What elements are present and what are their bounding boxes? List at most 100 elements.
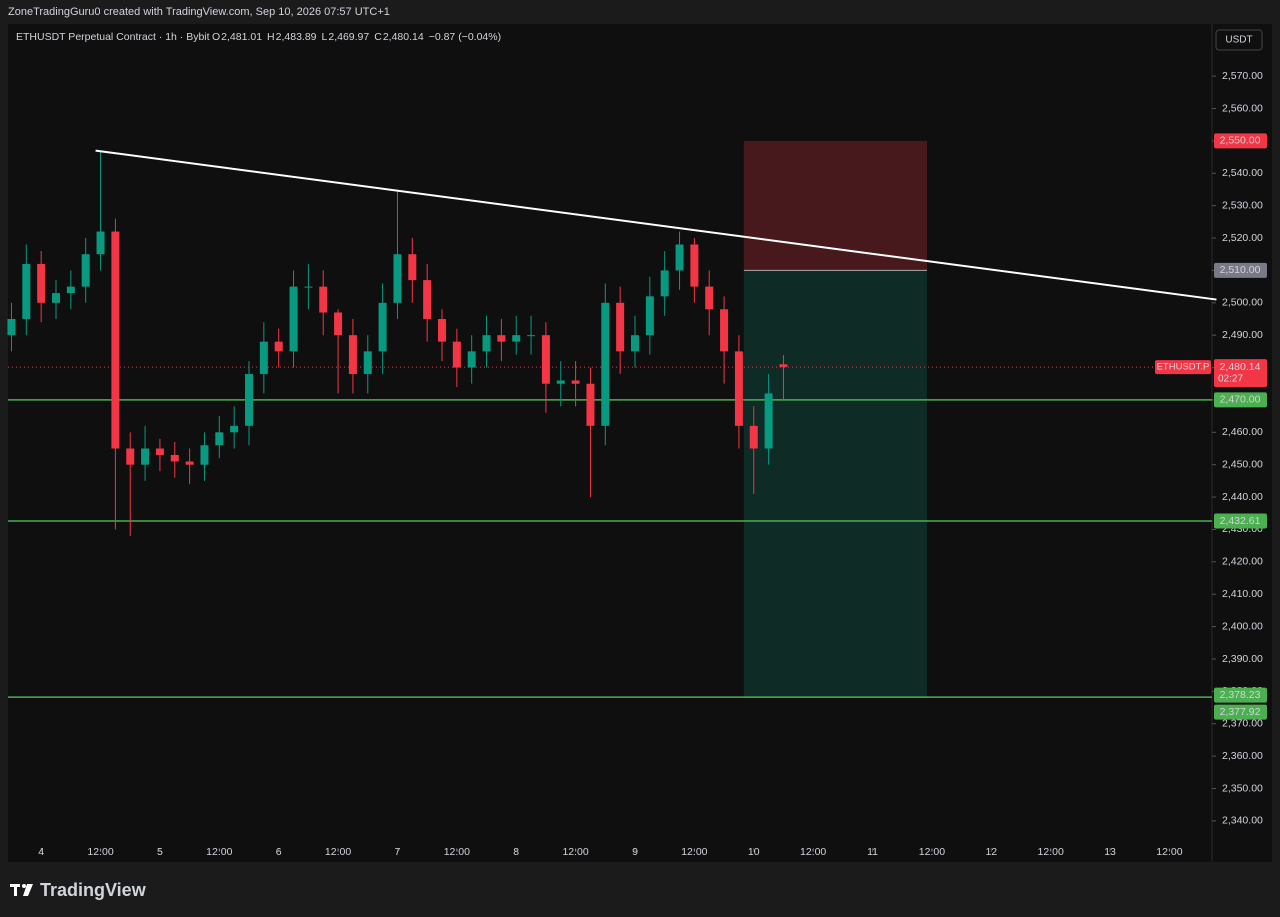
price-badge — [1214, 133, 1267, 149]
x-tick-label: 12 — [985, 846, 997, 858]
x-tick-label: 8 — [513, 846, 519, 858]
y-tick-label: 2,500.00 — [1222, 297, 1263, 309]
candle-body — [22, 263, 31, 319]
candle-body — [779, 364, 788, 368]
candle-body — [185, 461, 194, 465]
y-tick-label: 2,570.00 — [1222, 70, 1263, 82]
candle-body — [334, 312, 343, 336]
trendline — [95, 149, 1217, 301]
candle-body — [601, 302, 610, 426]
candle-body — [720, 309, 729, 352]
y-tick-label: 2,450.00 — [1222, 458, 1263, 470]
y-tick-label: 2,540.00 — [1222, 167, 1263, 179]
candle-body — [675, 244, 684, 271]
candle-body — [215, 432, 224, 446]
candle-body — [645, 296, 654, 336]
candle-body — [571, 380, 580, 384]
currency[interactable]: USDT — [1225, 35, 1252, 46]
credit: ZoneTradingGuru0 created with TradingVie… — [8, 6, 390, 18]
price-badge-label: 2,470.00 — [1220, 394, 1261, 406]
x-tick-label: 12:00 — [562, 846, 588, 858]
candle-body — [764, 393, 773, 449]
candle-body — [141, 448, 150, 465]
candle-body — [690, 244, 699, 287]
x-tick-label: 12:00 — [206, 846, 232, 858]
legend-change: −0.87 (−0.04%) — [429, 31, 501, 43]
candle-body — [37, 263, 46, 303]
candle-body — [66, 286, 75, 294]
ohlc-legend: O 2,481.01 H 2,483.89 L 2,469.97 C 2,480.14 −0.8… — [212, 31, 501, 43]
y-tick-label: 2,410.00 — [1222, 588, 1263, 600]
y-tick-label: 2,360.00 — [1222, 750, 1263, 762]
legend-value: 2,483.89 — [276, 31, 317, 43]
legend-key: C — [374, 31, 382, 43]
candle-body — [393, 254, 402, 303]
y-tick-label: 2,420.00 — [1222, 556, 1263, 568]
x-tick-label: 4 — [38, 846, 44, 858]
chart-title: ETHUSDT Perpetual Contract · 1h · Bybit — [16, 31, 210, 43]
candle-body — [497, 335, 506, 342]
candle-body — [660, 270, 669, 297]
candle-body — [289, 286, 298, 352]
x-tick-label: 6 — [276, 846, 282, 858]
stop-zone — [743, 140, 927, 271]
y-tick-label: 2,340.00 — [1222, 815, 1263, 827]
last-price-badge — [1214, 359, 1267, 388]
x-tick-label: 5 — [157, 846, 163, 858]
y-tick-label: 2,530.00 — [1222, 199, 1263, 211]
x-tick-label: 9 — [632, 846, 638, 858]
candle-body — [52, 293, 61, 303]
candle-body — [230, 425, 239, 433]
candle-body — [630, 335, 639, 352]
x-tick-label: 12:00 — [800, 846, 826, 858]
candle-body — [363, 351, 372, 375]
candle-body — [81, 254, 90, 287]
price-badge — [1214, 513, 1267, 529]
currency-box[interactable] — [1215, 29, 1263, 51]
legend-value: 2,480.14 — [383, 31, 424, 43]
price-badge — [1214, 262, 1267, 278]
y-tick-label: 2,520.00 — [1222, 232, 1263, 244]
candle-body — [96, 231, 105, 255]
legend-value: 2,469.97 — [328, 31, 369, 43]
candle-body — [348, 335, 357, 375]
candle-body — [7, 318, 16, 336]
x-tick-label: 13 — [1104, 846, 1116, 858]
candle-body — [467, 351, 476, 368]
candle-body — [378, 302, 387, 352]
brand: TradingView — [40, 880, 147, 900]
candle-body — [586, 383, 595, 426]
y-tick-label: 2,370.00 — [1222, 718, 1263, 730]
x-tick-label: 12:00 — [87, 846, 113, 858]
logo — [10, 884, 33, 896]
candle-body — [244, 374, 253, 426]
candle-body — [482, 335, 491, 352]
x-tick-label: 12:00 — [919, 846, 945, 858]
y-tick-label: 2,460.00 — [1222, 426, 1263, 438]
x-tick-label: 11 — [867, 846, 878, 858]
legend-key: H — [267, 31, 275, 43]
y-tick-label: 2,350.00 — [1222, 782, 1263, 794]
last-price-label: 2,480.14 — [1220, 361, 1261, 373]
price-badge-label: 2,377.92 — [1220, 706, 1261, 718]
price-badge — [1214, 704, 1267, 720]
price-badge — [1214, 392, 1267, 408]
x-tick-label: 12:00 — [325, 846, 351, 858]
candle-body — [304, 286, 313, 288]
candle-body — [705, 286, 714, 310]
symbol-tag — [1155, 360, 1211, 375]
x-tick-label: 12:00 — [681, 846, 707, 858]
x-tick-label: 12:00 — [444, 846, 470, 858]
legend-key: L — [322, 31, 328, 43]
y-tick-label: 2,440.00 — [1222, 491, 1263, 503]
x-tick-label: 7 — [395, 846, 401, 858]
plot-area — [8, 24, 1272, 862]
y-tick-label: 2,560.00 — [1222, 102, 1263, 114]
candle-body — [749, 425, 758, 449]
price-badge-label: 2,378.23 — [1220, 689, 1261, 701]
x-tick-label: 10 — [748, 846, 760, 858]
candle-body — [452, 341, 461, 368]
y-tick-label: 2,490.00 — [1222, 329, 1263, 341]
price-badge-label: 2,550.00 — [1220, 135, 1261, 147]
